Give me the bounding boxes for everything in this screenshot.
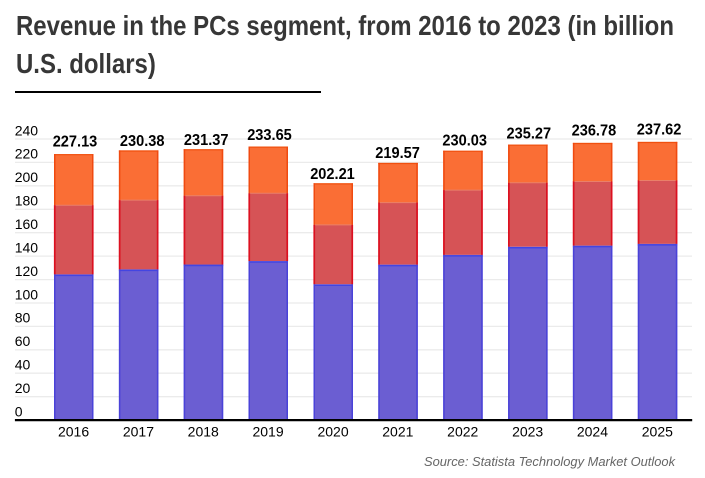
svg-text:40: 40 [15, 357, 31, 373]
svg-text:20: 20 [15, 380, 31, 396]
svg-text:2016: 2016 [58, 423, 89, 439]
svg-text:2025: 2025 [642, 423, 673, 439]
svg-text:2017: 2017 [123, 423, 154, 439]
svg-text:0: 0 [15, 403, 23, 419]
svg-text:2018: 2018 [188, 423, 219, 439]
svg-text:230.03: 230.03 [442, 132, 487, 149]
svg-text:227.13: 227.13 [53, 134, 98, 151]
svg-text:231.37: 231.37 [184, 132, 229, 149]
svg-text:2022: 2022 [447, 423, 478, 439]
svg-text:236.78: 236.78 [572, 123, 617, 140]
svg-text:2021: 2021 [382, 423, 413, 439]
svg-text:200: 200 [15, 169, 39, 185]
svg-text:180: 180 [15, 193, 39, 209]
svg-text:2023: 2023 [512, 423, 543, 439]
svg-text:235.27: 235.27 [507, 126, 552, 143]
svg-text:80: 80 [15, 310, 31, 326]
svg-text:2020: 2020 [317, 423, 348, 439]
svg-text:240: 240 [15, 122, 39, 138]
svg-text:100: 100 [15, 286, 39, 302]
svg-text:233.65: 233.65 [247, 127, 292, 144]
svg-text:140: 140 [15, 239, 39, 255]
svg-text:220: 220 [15, 146, 39, 162]
svg-text:2019: 2019 [252, 423, 283, 439]
svg-text:202.21: 202.21 [310, 166, 355, 183]
svg-text:2024: 2024 [577, 423, 608, 439]
svg-text:60: 60 [15, 333, 31, 349]
svg-text:160: 160 [15, 216, 39, 232]
svg-text:219.57: 219.57 [375, 145, 420, 162]
svg-text:230.38: 230.38 [120, 133, 165, 150]
svg-text:237.62: 237.62 [637, 122, 682, 139]
svg-text:120: 120 [15, 263, 39, 279]
